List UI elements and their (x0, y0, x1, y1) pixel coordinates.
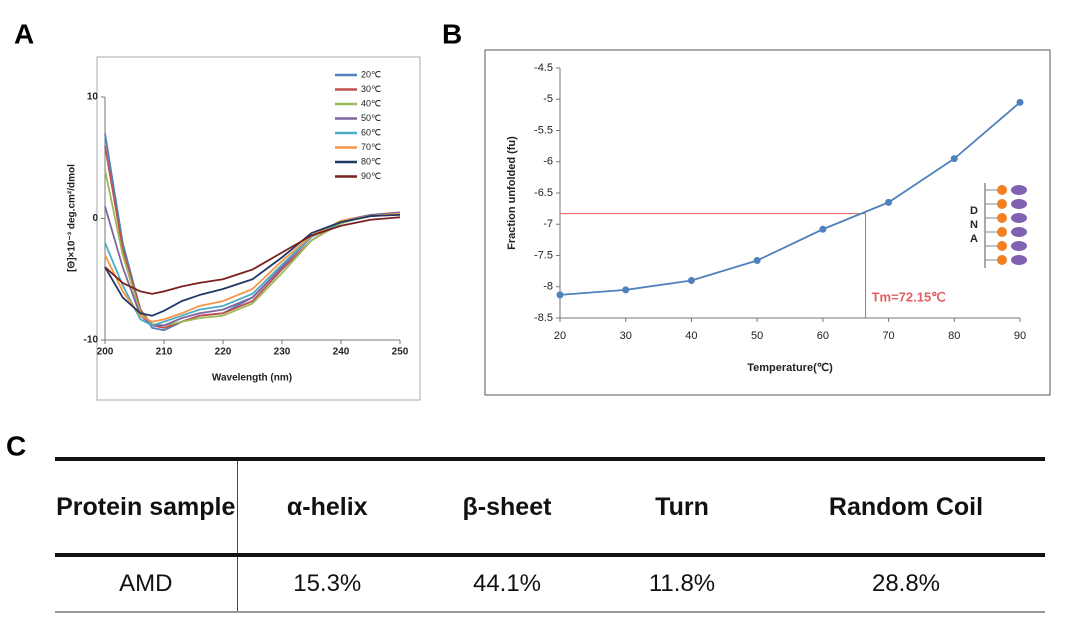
y-tick-label: -7 (543, 218, 553, 230)
header-row: Protein sample α-helix β-sheet Turn Random C… (55, 457, 1045, 557)
legend-label: 30℃ (361, 84, 381, 94)
legend-label: 50℃ (361, 113, 381, 123)
data-point (556, 291, 564, 299)
y-tick-label: 10 (87, 92, 99, 103)
x-axis-label: Temperature(℃) (747, 362, 833, 374)
y-tick-label: -10 (84, 335, 99, 346)
legend-label: 80℃ (361, 156, 381, 166)
x-tick-label: 60 (817, 330, 829, 342)
data-line (104, 169, 401, 327)
dna-icon (984, 183, 1027, 268)
panel-label: C (6, 430, 26, 461)
legend-label: 20℃ (361, 69, 381, 79)
x-tick-label: 210 (156, 347, 173, 358)
annotation: Tm=72.15℃ (872, 289, 946, 304)
x-tick-label: 50 (751, 330, 763, 342)
table-cell: 28.8% (767, 555, 1045, 613)
panel-frame (484, 49, 1051, 396)
header-cell: Protein sample (55, 457, 238, 557)
y-axis-label: Fraction unfolded (fu) (506, 136, 518, 250)
data-line (104, 216, 401, 295)
y-tick-label: -5 (543, 93, 553, 105)
x-tick-label: 230 (274, 347, 291, 358)
x-tick-label: 40 (685, 330, 697, 342)
y-axis-label: [Θ]×10⁻³ deg.cm²/dmol (67, 164, 78, 272)
y-tick-label: -6 (543, 156, 553, 168)
table-cell: 11.8% (597, 555, 767, 613)
panel-label: A (14, 18, 34, 49)
table-cell: 15.3% (237, 555, 417, 613)
data-point (950, 155, 958, 163)
x-tick-label: 80 (948, 330, 960, 342)
legend-label: 70℃ (361, 142, 381, 152)
table-cell: 44.1% (417, 555, 597, 613)
y-tick-label: -4.5 (534, 62, 553, 74)
data-point (753, 257, 761, 264)
table-row: AMD 15.3% 44.1% 11.8% 28.8% (55, 555, 1045, 613)
x-tick-label: 220 (215, 347, 232, 358)
x-tick-label: 200 (97, 347, 114, 358)
header-cell: Turn (597, 457, 767, 557)
panel-label: B (442, 18, 462, 49)
x-axis-label: Wavelength (nm) (212, 373, 292, 384)
x-tick-label: 90 (1014, 330, 1026, 342)
data-line (559, 101, 1021, 296)
legend-label: 60℃ (361, 127, 381, 137)
y-tick-label: -8 (543, 281, 553, 293)
data-point (819, 225, 827, 233)
y-tick-label: -8.5 (534, 312, 553, 324)
legend-label: 90℃ (361, 171, 381, 181)
inset-label: D (970, 205, 978, 217)
x-tick-label: 240 (333, 347, 350, 358)
y-tick-label: 0 (92, 213, 98, 224)
data-line (104, 213, 401, 317)
y-tick-label: -5.5 (534, 124, 553, 136)
inset-label: A (970, 233, 978, 245)
x-tick-label: 30 (620, 330, 632, 342)
inset-label: N (970, 219, 978, 231)
y-tick-label: -6.5 (534, 187, 553, 199)
x-tick-label: 20 (554, 330, 566, 342)
data-point (885, 198, 893, 206)
data-point (1016, 98, 1024, 106)
panel-frame (96, 56, 421, 401)
header-cell: α-helix (237, 457, 417, 557)
table: Protein sample α-helix β-sheet Turn Random C… (55, 457, 1045, 613)
header-cell: β-sheet (417, 457, 597, 557)
table-cell: AMD (55, 555, 238, 613)
x-tick-label: 70 (882, 330, 894, 342)
y-tick-label: -7.5 (534, 249, 553, 261)
data-point (687, 277, 695, 284)
legend-label: 40℃ (361, 98, 381, 108)
x-tick-label: 250 (392, 347, 409, 358)
header-cell: Random Coil (767, 457, 1045, 557)
data-point (622, 286, 630, 294)
